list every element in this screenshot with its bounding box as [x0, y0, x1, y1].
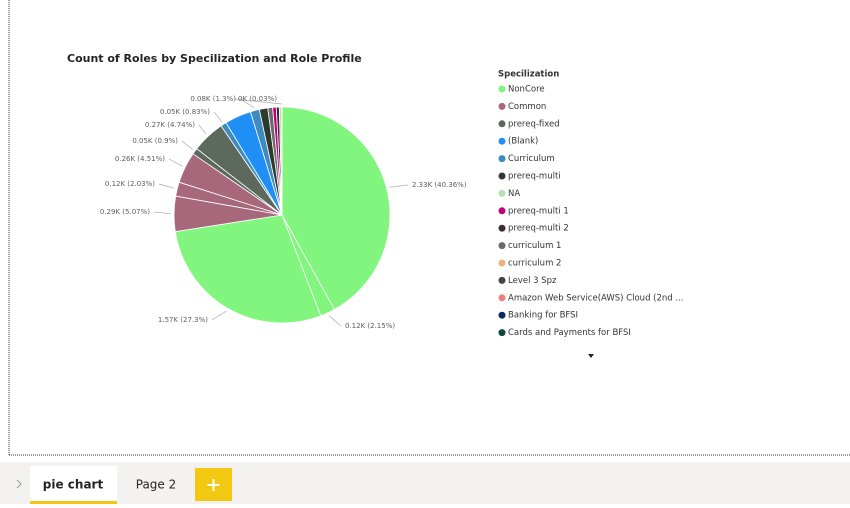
data-label: 0.27K (4.74%) — [145, 121, 195, 129]
legend-marker — [499, 86, 506, 93]
legend-label: curriculum 2 — [508, 259, 561, 269]
legend-marker — [499, 260, 506, 267]
tab-label[interactable]: Page 2 — [136, 478, 177, 492]
legend-marker — [499, 329, 506, 336]
legend-label: (Blank) — [508, 137, 538, 147]
legend-label: NA — [508, 189, 520, 199]
legend-marker — [499, 207, 506, 214]
tab-label[interactable]: pie chart — [43, 478, 104, 492]
legend-marker — [499, 155, 506, 162]
legend-marker — [499, 120, 506, 127]
legend-marker — [499, 312, 506, 319]
legend-marker — [499, 103, 506, 110]
legend-label: Common — [508, 102, 546, 112]
legend-marker — [499, 294, 506, 301]
legend-marker — [499, 242, 506, 249]
data-label: 0.12K (2.03%) — [105, 180, 155, 188]
legend-marker — [499, 225, 506, 232]
data-label: 1.57K (27.3%) — [158, 316, 208, 324]
data-label: 0K (0.03%) — [238, 95, 277, 103]
data-label: 0.29K (5.07%) — [100, 208, 150, 216]
chart-title: Count of Roles by Specilization and Role… — [67, 52, 362, 65]
data-label: 0.12K (2.15%) — [345, 322, 395, 330]
legend-label: prereq-multi 1 — [508, 206, 569, 216]
data-label: 0.26K (4.51%) — [115, 155, 165, 163]
data-label: 0.05K (0.9%) — [132, 137, 178, 145]
legend-marker — [499, 173, 506, 180]
tab-bar — [0, 462, 850, 504]
legend-label: Amazon Web Service(AWS) Cloud (2nd ... — [508, 293, 683, 303]
legend-marker — [499, 190, 506, 197]
legend-label: prereq-multi — [508, 172, 561, 182]
legend-marker — [499, 277, 506, 284]
legend-label: curriculum 1 — [508, 241, 561, 251]
legend-label: prereq-fixed — [508, 119, 560, 129]
legend-label: Curriculum — [508, 154, 555, 164]
legend-label: NonCore — [508, 85, 545, 95]
legend-title: Specilization — [498, 70, 559, 80]
legend-label: Cards and Payments for BFSI — [508, 328, 631, 338]
legend-label: prereq-multi 2 — [508, 224, 569, 234]
legend-label: Banking for BFSI — [508, 311, 578, 321]
legend-label: Level 3 Spz — [508, 276, 557, 286]
legend-marker — [499, 138, 506, 145]
data-label: 0.08K (1.3%) — [190, 95, 236, 103]
data-label: 2.33K (40.36%) — [412, 181, 467, 189]
data-label: 0.05K (0.83%) — [160, 108, 210, 116]
